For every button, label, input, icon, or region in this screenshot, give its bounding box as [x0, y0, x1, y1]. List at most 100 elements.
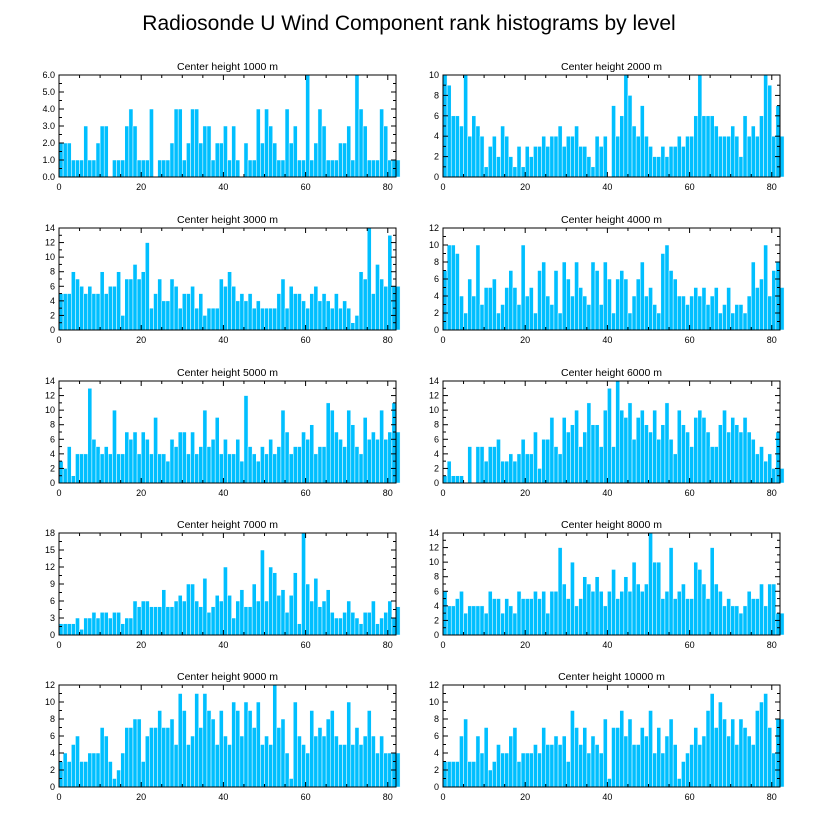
bar	[91, 612, 97, 636]
bar	[95, 617, 101, 636]
bar	[672, 598, 678, 636]
bar	[672, 146, 678, 178]
bar	[561, 735, 567, 788]
bar	[247, 159, 253, 178]
y-tick-label: 6	[434, 111, 439, 121]
bar	[504, 598, 510, 636]
bar	[512, 460, 518, 484]
bar	[549, 304, 555, 331]
bar	[210, 159, 216, 178]
bar	[214, 142, 220, 178]
bar	[557, 125, 563, 178]
bar	[346, 125, 352, 178]
bar	[91, 752, 97, 788]
bar	[459, 475, 464, 484]
bar	[338, 142, 343, 178]
bar	[350, 322, 356, 331]
bar	[722, 718, 727, 788]
bar	[120, 752, 126, 788]
bar	[603, 135, 608, 178]
bar	[182, 431, 187, 484]
bar	[202, 315, 208, 331]
bar	[346, 600, 352, 636]
bar	[529, 156, 534, 178]
y-tick-label: 4.0	[42, 104, 55, 114]
bar	[177, 595, 183, 636]
bar	[504, 135, 510, 178]
bar	[705, 431, 711, 484]
bar	[656, 156, 662, 178]
bar	[631, 295, 637, 331]
bar	[342, 612, 347, 636]
bar	[140, 271, 146, 331]
bar	[598, 591, 604, 636]
y-tick-label: 12	[429, 223, 439, 233]
bar	[640, 727, 645, 788]
bar	[329, 409, 335, 484]
bar	[177, 307, 183, 331]
y-tick-label: 0	[50, 325, 55, 335]
y-tick-label: 0	[50, 478, 55, 488]
bar	[210, 307, 216, 331]
bar	[463, 612, 468, 636]
bar	[247, 446, 253, 484]
bar	[251, 727, 257, 788]
bar	[590, 591, 596, 636]
bar	[722, 135, 727, 178]
bar	[288, 453, 294, 484]
bar	[623, 735, 629, 788]
bar	[260, 744, 265, 788]
bar	[325, 718, 331, 788]
bar	[256, 460, 261, 484]
bar	[635, 135, 641, 178]
panel-2: Center height 2000 m 0 2 4 6 8 10 0 20 40 60 80	[429, 61, 785, 192]
bar	[516, 304, 522, 331]
bar	[594, 424, 600, 484]
bar	[689, 135, 694, 178]
bar	[557, 547, 563, 636]
bar	[594, 744, 600, 788]
bar	[288, 595, 294, 636]
bar	[268, 125, 273, 178]
bar	[108, 453, 113, 484]
y-tick-label: 4	[434, 748, 439, 758]
x-tick-label: 0	[56, 488, 61, 498]
bar	[763, 460, 768, 484]
bar	[342, 446, 347, 484]
bar	[243, 701, 249, 788]
panel-4: Center height 4000 m 0 2 4 6 8 10 12 0 20 40 60 80	[429, 214, 785, 345]
bar	[153, 417, 158, 484]
bar	[578, 146, 583, 178]
bar	[219, 710, 224, 788]
bar	[136, 718, 142, 788]
bar	[309, 710, 315, 788]
bar	[537, 270, 542, 331]
y-tick-label: 0	[50, 782, 55, 792]
bar	[260, 307, 265, 331]
bar	[709, 547, 715, 636]
bar	[214, 417, 220, 484]
bar	[297, 623, 302, 636]
y-tick-label: 14	[45, 223, 55, 233]
bar	[165, 606, 171, 636]
bar	[566, 431, 571, 484]
bar	[455, 115, 460, 178]
bar	[157, 606, 162, 636]
x-tick-label: 20	[136, 182, 146, 192]
bar	[450, 761, 456, 788]
bar	[256, 108, 261, 178]
y-tick-label: 6	[50, 281, 55, 291]
bar	[566, 761, 571, 788]
bar	[79, 761, 84, 788]
bar	[338, 307, 343, 331]
bar	[574, 409, 579, 484]
bar	[545, 146, 551, 178]
bar	[165, 460, 171, 484]
y-tick-label: 2	[50, 310, 55, 320]
bar	[689, 446, 694, 484]
bar	[169, 718, 175, 788]
bar	[227, 159, 232, 178]
bar	[619, 115, 625, 178]
bar	[755, 287, 760, 331]
y-tick-label: 12	[429, 680, 439, 690]
